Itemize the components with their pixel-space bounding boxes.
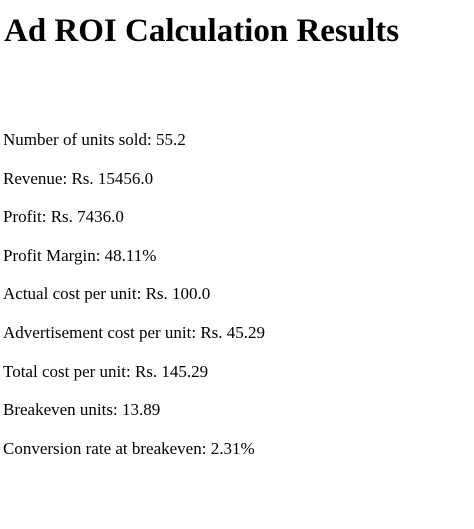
result-line: Profit Margin: 48.11% xyxy=(3,245,157,265)
result-line: Total cost per unit: Rs. 145.29 xyxy=(3,361,209,381)
page-title: Ad ROI Calculation Results xyxy=(4,13,400,49)
result-line: Advertisement cost per unit: Rs. 45.29 xyxy=(3,322,266,342)
result-line: Number of units sold: 55.2 xyxy=(3,130,186,149)
result-line: Breakeven units: 13.89 xyxy=(3,400,161,420)
result-line: Profit: Rs. 7436.0 xyxy=(3,207,124,227)
results-list: Number of units sold: 55.2 Revenue: Rs. 1… xyxy=(3,130,471,477)
result-line: Revenue: Rs. 15456.0 xyxy=(3,168,154,188)
result-line: Conversion rate at breakeven: 2.31% xyxy=(3,438,255,458)
result-line: Actual cost per unit: Rs. 100.0 xyxy=(3,284,211,304)
